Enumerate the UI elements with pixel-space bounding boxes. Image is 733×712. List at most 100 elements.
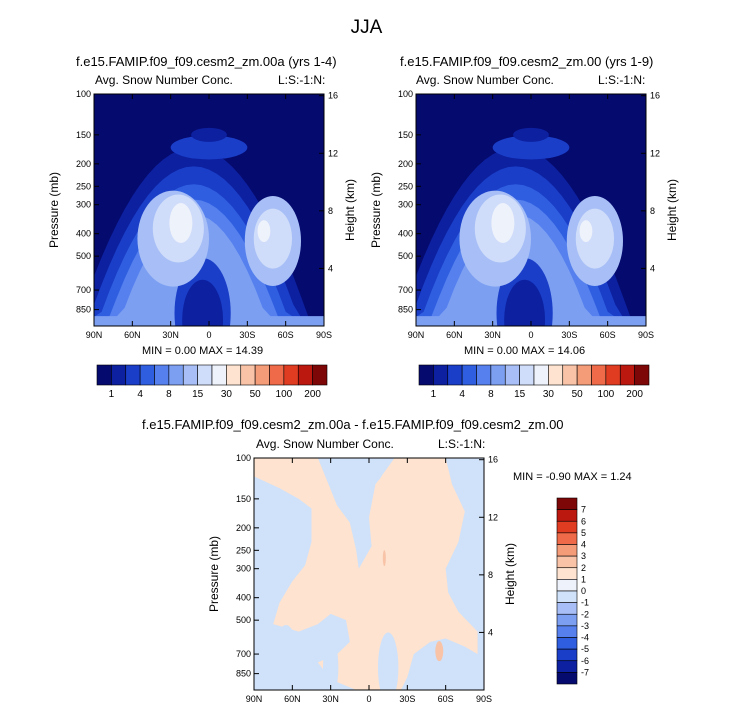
panel-a-variable-label: Avg. Snow Number Conc. bbox=[95, 73, 233, 87]
panel-a-x-tick-label: 90S bbox=[316, 330, 332, 340]
panel-a-colorbar-label: 4 bbox=[137, 389, 143, 400]
panel-b-colorbar-box bbox=[519, 364, 535, 386]
panel-b-colorbar-label: 8 bbox=[488, 389, 494, 400]
panel-diff-x-tick-label: 30N bbox=[322, 694, 339, 704]
panel-a-y-tick-label: 250 bbox=[76, 181, 91, 191]
panel-diff-colorbar-box bbox=[556, 625, 578, 638]
panel-b-contour-level bbox=[579, 220, 593, 243]
panel-b-units-label: L:S:-1:N: bbox=[598, 73, 646, 87]
panel-diff-y2-axis-label: Height (km) bbox=[503, 543, 517, 605]
panel-a-colorbar-box bbox=[182, 364, 198, 386]
panel-diff-y-tick-label: 150 bbox=[236, 494, 251, 504]
panel-b-x-tick-label: 60S bbox=[600, 330, 616, 340]
panel-b-colorbar-box bbox=[591, 364, 607, 386]
panel-diff-colorbar-box bbox=[556, 532, 578, 545]
panel-diff-units-label: L:S:-1:N: bbox=[438, 437, 486, 451]
panel-b-y2-tick-label: 16 bbox=[650, 91, 660, 101]
panel-b-x-tick-label: 60N bbox=[446, 330, 463, 340]
panel-b-colorbar-box bbox=[461, 364, 477, 386]
panel-diff-x-tick-label: 90S bbox=[476, 694, 492, 704]
panel-b-colorbar-box bbox=[619, 364, 635, 386]
panel-a-contour-level bbox=[191, 127, 227, 142]
panel-a-colorbar-box bbox=[197, 364, 213, 386]
panel-diff-contour-level bbox=[435, 641, 444, 662]
panel-b-colorbar-box bbox=[533, 364, 549, 386]
panel-a-y-tick-label: 300 bbox=[76, 200, 91, 210]
panel-a-title: f.e15.FAMIP.f09_f09.cesm2_zm.00a (yrs 1-… bbox=[76, 54, 337, 69]
panel-diff-y2-tick-label: 12 bbox=[488, 512, 498, 522]
panel-a-contour-level bbox=[170, 135, 248, 160]
panel-a-colorbar-label: 200 bbox=[304, 389, 321, 400]
panel-a-y2-tick-label: 4 bbox=[328, 263, 333, 273]
panel-diff-colorbar-label: 0 bbox=[581, 586, 586, 596]
panel-b-x-tick-label: 90N bbox=[408, 330, 425, 340]
panel-a-x-tick-label: 60S bbox=[278, 330, 294, 340]
panel-b-colorbar-box bbox=[576, 364, 592, 386]
panel-diff-x-tick-label: 30S bbox=[399, 694, 415, 704]
panel-diff-y-tick-label: 400 bbox=[236, 593, 251, 603]
panel-diff-contour-level bbox=[254, 458, 478, 690]
panel-diff-colorbar-label: 7 bbox=[581, 505, 586, 515]
panel-b-colorbar: 1 4 8 15 30 50 100 200 bbox=[418, 364, 650, 400]
panel-a-y2-tick-label: 12 bbox=[328, 148, 338, 158]
panel-b-colorbar-box bbox=[490, 364, 506, 386]
panel-diff-colorbar-box bbox=[556, 637, 578, 650]
panel-a-contour-level bbox=[257, 220, 271, 243]
panel-diff-y2-tick-label: 16 bbox=[488, 455, 498, 465]
panel-b-colorbar-box bbox=[476, 364, 492, 386]
panel-a-x-tick-label: 30N bbox=[162, 330, 179, 340]
panel-diff-title: f.e15.FAMIP.f09_f09.cesm2_zm.00a - f.e15… bbox=[142, 417, 564, 432]
panel-diff-y-tick-label: 700 bbox=[236, 649, 251, 659]
panel-diff-y-tick-label: 100 bbox=[236, 453, 251, 463]
panel-a-colorbar-box bbox=[269, 364, 285, 386]
panel-b-colorbar-box bbox=[418, 364, 434, 386]
panel-diff-contour-level bbox=[273, 624, 299, 690]
panel-a-colorbar-box bbox=[226, 364, 242, 386]
panel-diff-colorbar-label: -2 bbox=[581, 609, 589, 619]
panel-b-colorbar-label: 30 bbox=[543, 389, 555, 400]
panel-diff-variable-label: Avg. Snow Number Conc. bbox=[256, 437, 394, 451]
panel-b-colorbar-box bbox=[634, 364, 650, 386]
panel-diff-colorbar-box bbox=[556, 590, 578, 603]
panel-diff-field bbox=[254, 458, 484, 690]
panel-b-colorbar-label: 4 bbox=[459, 389, 465, 400]
panel-a-colorbar-box bbox=[297, 364, 313, 386]
panel-b-plot: 90N 60N 30N 0 30S 60S 90S 100 150 200 250 300 400 500… bbox=[369, 89, 679, 340]
panel-b-y-tick-label: 500 bbox=[398, 251, 413, 261]
panel-b-colorbar-box bbox=[548, 364, 564, 386]
panel-diff-colorbar-box bbox=[556, 579, 578, 592]
panel-b-colorbar-label: 15 bbox=[514, 389, 526, 400]
panel-diff-y-axis-label: Pressure (mb) bbox=[207, 536, 221, 612]
panel-b-contour-level bbox=[504, 279, 546, 326]
panel-b-x-tick-label: 0 bbox=[528, 330, 533, 340]
panel-b-min-max: MIN = 0.00 MAX = 14.06 bbox=[464, 345, 586, 357]
panel-diff-colorbar-label: -6 bbox=[581, 656, 589, 666]
panel-a-contour-level bbox=[169, 203, 193, 244]
panel-a-field bbox=[94, 94, 324, 326]
panel-diff-colorbar-label: -5 bbox=[581, 644, 589, 654]
panel-a-x-tick-label: 60N bbox=[124, 330, 141, 340]
panel-diff-colorbar-box bbox=[556, 613, 578, 627]
panel-b-y-tick-label: 300 bbox=[398, 200, 413, 210]
main-title: JJA bbox=[350, 17, 383, 38]
panel-a-y-tick-label: 850 bbox=[76, 305, 91, 315]
panel-a-y-tick-label: 500 bbox=[76, 251, 91, 261]
panel-diff-colorbar-box bbox=[556, 497, 578, 510]
panel-diff-colorbar-label: 3 bbox=[581, 551, 586, 561]
panel-b-colorbar-box bbox=[562, 364, 578, 386]
panel-diff-plot: 90N 60N 30N 0 30S 60S 90S 100 150 200 250 300 400 500… bbox=[207, 453, 517, 704]
panel-diff-colorbar-label: -7 bbox=[581, 667, 589, 677]
panel-diff-contour-level bbox=[367, 458, 384, 482]
panel-b-y-tick-label: 200 bbox=[398, 159, 413, 169]
panel-diff-contour-level bbox=[323, 637, 339, 690]
panel-b-contour-level bbox=[491, 203, 515, 244]
panel-b-y-tick-label: 100 bbox=[398, 89, 413, 99]
panel-b-colorbar-label: 100 bbox=[598, 389, 615, 400]
panel-diff-colorbar-box bbox=[556, 648, 578, 662]
panel-b-y-tick-label: 700 bbox=[398, 285, 413, 295]
panel-a-x-tick-label: 90N bbox=[86, 330, 103, 340]
panel-b-contour-level bbox=[513, 127, 549, 142]
panel-diff-x-tick-label: 60S bbox=[438, 694, 454, 704]
panel-a-colorbar-box bbox=[168, 364, 184, 386]
panel-a-colorbar-label: 15 bbox=[192, 389, 204, 400]
